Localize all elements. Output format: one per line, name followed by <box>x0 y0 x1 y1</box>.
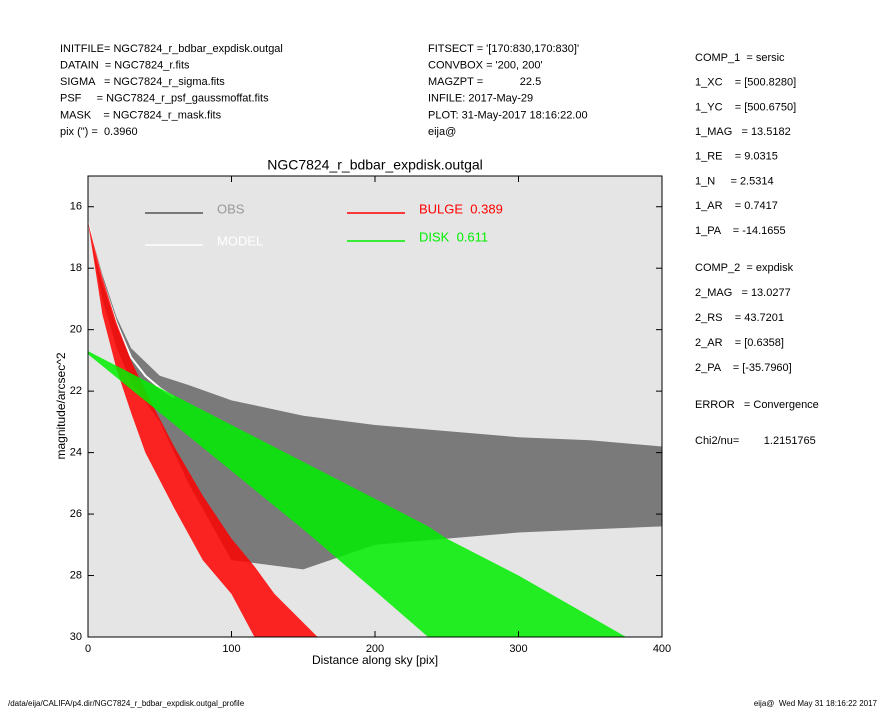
param-line: 1_PA = -14.1655 <box>695 225 786 237</box>
param-line: 2_MAG = 13.0277 <box>695 287 791 299</box>
header-line: INITFILE= NGC7824_r_bdbar_expdisk.outgal <box>60 43 283 55</box>
header-line: FITSECT = '[170:830,170:830]' <box>428 43 579 55</box>
footer-stamp: eija@ Wed May 31 18:16:22 2017 <box>754 699 878 708</box>
y-tick-label: 30 <box>70 631 82 643</box>
x-tick-label: 200 <box>366 643 384 655</box>
header-line: PLOT: 31-May-2017 18:16:22.00 <box>428 109 588 121</box>
footer-path: /data/eija/CALIFA/p4.dir/NGC7824_r_bdbar… <box>8 699 245 708</box>
x-axis-label: Distance along sky [pix] <box>312 653 438 667</box>
x-tick-label: 100 <box>222 643 240 655</box>
legend-label: BULGE 0.389 <box>419 201 503 216</box>
param-line: 1_MAG = 13.5182 <box>695 126 791 138</box>
band <box>88 351 627 637</box>
y-tick-label: 18 <box>70 262 82 274</box>
header-line: SIGMA = NGC7824_r_sigma.fits <box>60 76 225 88</box>
param-line: 1_RE = 9.0315 <box>695 151 778 163</box>
param-line: COMP_2 = expdisk <box>695 262 794 274</box>
header: INITFILE= NGC7824_r_bdbar_expdisk.outgal… <box>60 43 819 447</box>
y-tick-label: 28 <box>70 569 82 581</box>
param-line: COMP_1 = sersic <box>695 52 785 64</box>
header-line: pix (") = 0.3960 <box>60 126 138 138</box>
x-tick-label: 400 <box>653 643 671 655</box>
param-line: 2_PA = [-35.7960] <box>695 362 792 374</box>
chi2-line: Chi2/nu= 1.2151765 <box>695 435 816 447</box>
error-line: ERROR = Convergence <box>695 399 819 411</box>
x-tick-label: 0 <box>85 643 91 655</box>
header-line: DATAIN = NGC7824_r.fits <box>60 60 190 72</box>
param-line: 2_RS = 43.7201 <box>695 312 784 324</box>
chart-title: NGC7824_r_bdbar_expdisk.outgal <box>267 157 483 173</box>
x-tick-label: 300 <box>509 643 527 655</box>
header-line: MAGZPT = 22.5 <box>428 76 541 88</box>
band <box>88 222 318 637</box>
param-line: 2_AR = [0.6358] <box>695 337 784 349</box>
header-line: INFILE: 2017-May-29 <box>428 93 533 105</box>
param-line: 1_YC = [500.6750] <box>695 101 796 113</box>
legend-label: OBS <box>217 201 245 216</box>
y-tick-label: 26 <box>70 508 82 520</box>
y-axis-label: magnitude/arcsec^2 <box>54 352 68 459</box>
param-line: 1_XC = [500.8280] <box>695 77 796 89</box>
band <box>88 222 662 570</box>
header-line: CONVBOX = '200, 200' <box>428 60 543 72</box>
header-line: eija@ <box>428 126 456 138</box>
y-tick-label: 24 <box>70 447 82 459</box>
param-line: 1_AR = 0.7417 <box>695 200 778 212</box>
plot <box>87 221 662 637</box>
y-tick-label: 20 <box>70 324 82 336</box>
param-line: 1_N = 2.5314 <box>695 175 774 187</box>
y-tick-label: 22 <box>70 385 82 397</box>
header-line: PSF = NGC7824_r_psf_gaussmoffat.fits <box>60 93 269 105</box>
legend-label: MODEL <box>217 233 263 248</box>
header-line: MASK = NGC7824_r_mask.fits <box>60 109 222 121</box>
y-tick-label: 16 <box>70 201 82 213</box>
legend-label: DISK 0.611 <box>419 229 488 244</box>
